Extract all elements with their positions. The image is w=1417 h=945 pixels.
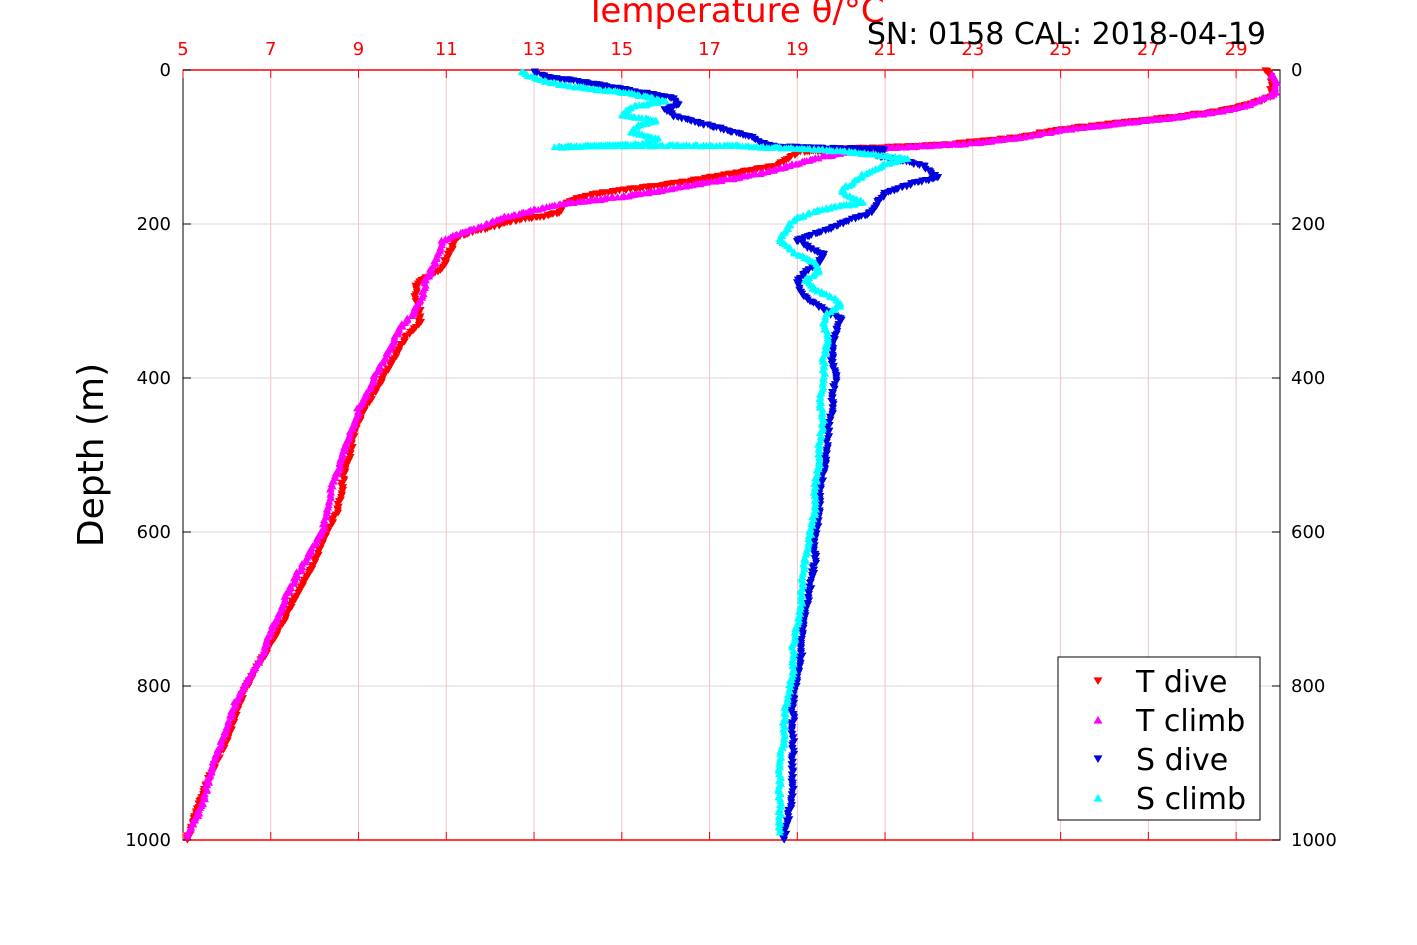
y-tick-label-right: 0 bbox=[1291, 60, 1302, 81]
x-tick-label: 7 bbox=[265, 39, 276, 60]
axis-ticks: 5 7 9 11 13 15 17 19 21 23 25 27 29 0 0 200 200 400 400 600… bbox=[125, 39, 1337, 851]
data-point bbox=[379, 359, 388, 367]
data-point bbox=[809, 208, 818, 215]
data-point bbox=[285, 585, 294, 593]
data-point bbox=[774, 813, 783, 821]
data-point bbox=[680, 182, 689, 189]
data-point bbox=[803, 210, 812, 218]
data-point bbox=[816, 433, 825, 441]
series-layer bbox=[183, 67, 1281, 844]
legend-label: S dive bbox=[1136, 743, 1228, 778]
x-tick-label: 11 bbox=[435, 39, 458, 60]
y-tick-label-left: 1000 bbox=[125, 830, 171, 851]
data-point bbox=[774, 767, 783, 775]
data-point bbox=[780, 836, 789, 844]
x-tick-label: 25 bbox=[1049, 39, 1072, 60]
y-tick-label-right: 200 bbox=[1291, 214, 1325, 235]
data-point bbox=[806, 579, 815, 587]
x-tick-label: 21 bbox=[874, 39, 897, 60]
y-axis-label: Depth (m) bbox=[71, 363, 112, 547]
data-point bbox=[866, 146, 875, 154]
legend-box bbox=[1057, 656, 1261, 821]
legend: T dive T climb S dive S climb bbox=[1057, 656, 1261, 821]
x-tick-label: 29 bbox=[1225, 39, 1248, 60]
series-s-dive bbox=[530, 68, 943, 844]
legend-marker bbox=[1093, 677, 1103, 686]
data-point bbox=[234, 693, 243, 701]
data-point bbox=[658, 141, 667, 149]
data-point bbox=[818, 405, 827, 413]
data-point bbox=[407, 312, 416, 320]
y-tick-label-right: 600 bbox=[1291, 522, 1325, 543]
y-tick-label-left: 800 bbox=[137, 676, 171, 697]
data-point bbox=[320, 522, 329, 529]
data-point bbox=[820, 320, 829, 327]
x-tick-label: 23 bbox=[961, 39, 984, 60]
legend-label: T climb bbox=[1135, 704, 1245, 739]
legend-label: S climb bbox=[1136, 782, 1246, 817]
y-tick-label-left: 200 bbox=[137, 214, 171, 235]
data-point bbox=[292, 568, 301, 576]
chart-title: Temperature θ/°C bbox=[584, 0, 884, 31]
data-point bbox=[804, 532, 813, 539]
data-point bbox=[555, 200, 564, 208]
data-point bbox=[322, 509, 331, 517]
data-point bbox=[819, 375, 828, 383]
x-tick-label: 15 bbox=[610, 39, 633, 60]
legend-marker bbox=[1093, 793, 1103, 802]
y-tick-label-right: 800 bbox=[1291, 676, 1325, 697]
x-tick-label: 19 bbox=[786, 39, 809, 60]
chart-subtitle: SN: 0158 CAL: 2018-04-19 bbox=[867, 17, 1266, 52]
y-tick-label-left: 400 bbox=[137, 368, 171, 389]
data-point bbox=[474, 223, 483, 231]
data-point bbox=[183, 832, 192, 840]
series-s-climb bbox=[517, 68, 912, 836]
data-point bbox=[775, 828, 784, 836]
data-point bbox=[1253, 97, 1262, 105]
data-point bbox=[811, 498, 820, 506]
data-point bbox=[801, 550, 810, 558]
x-tick-label: 17 bbox=[698, 39, 721, 60]
data-point bbox=[776, 750, 785, 758]
data-point bbox=[781, 710, 790, 718]
legend-label: T dive bbox=[1135, 665, 1227, 700]
data-point bbox=[790, 249, 799, 257]
x-tick-label: 5 bbox=[177, 39, 188, 60]
data-point bbox=[776, 825, 785, 833]
y-tick-label-right: 400 bbox=[1291, 368, 1325, 389]
data-point bbox=[818, 152, 827, 160]
legend-marker bbox=[1093, 715, 1103, 724]
data-point bbox=[786, 245, 795, 253]
data-point bbox=[481, 220, 490, 228]
data-point bbox=[775, 757, 784, 765]
data-point bbox=[965, 139, 974, 147]
x-tick-label: 27 bbox=[1137, 39, 1160, 60]
data-point bbox=[1213, 108, 1222, 115]
x-tick-label: 13 bbox=[523, 39, 546, 60]
y-tick-label-right: 1000 bbox=[1291, 830, 1337, 851]
y-tick-label-left: 0 bbox=[160, 60, 171, 81]
data-point bbox=[565, 142, 574, 150]
data-point bbox=[798, 570, 807, 577]
series-t-climb bbox=[183, 70, 1281, 840]
data-point bbox=[815, 454, 824, 462]
x-tick-label: 9 bbox=[353, 39, 364, 60]
legend-marker bbox=[1093, 755, 1103, 764]
y-tick-label-left: 600 bbox=[137, 522, 171, 543]
